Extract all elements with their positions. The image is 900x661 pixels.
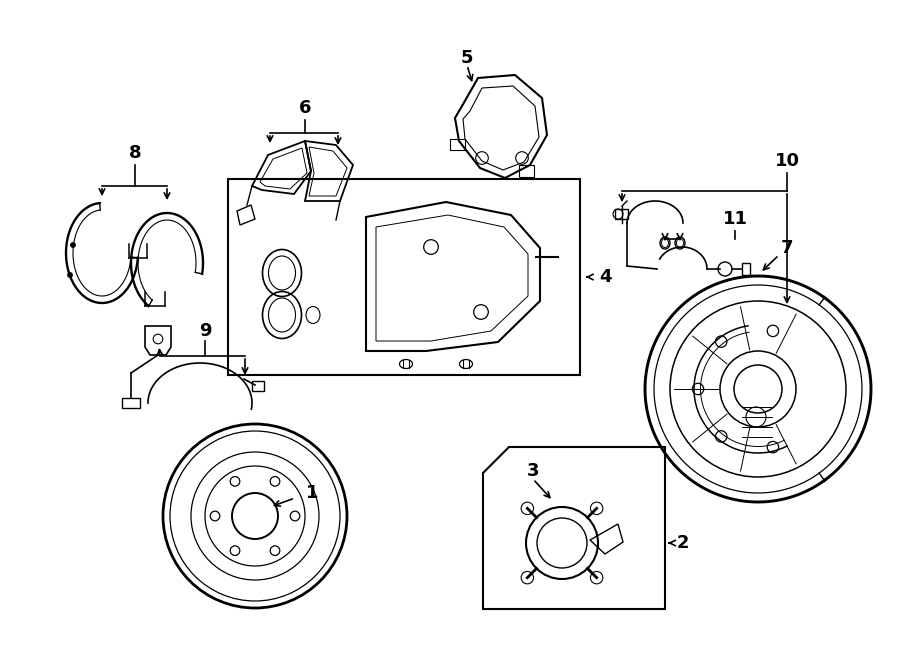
Text: 11: 11 [723,210,748,228]
Text: 2: 2 [677,534,689,552]
Text: 9: 9 [199,322,212,340]
Circle shape [68,273,72,277]
Text: 7: 7 [781,239,793,257]
Text: 5: 5 [461,49,473,67]
Circle shape [71,243,76,247]
Bar [449,139,464,149]
Text: 6: 6 [299,99,311,117]
Bar [228,179,580,375]
Text: 8: 8 [129,144,141,162]
Text: 3: 3 [526,462,539,480]
Text: 1: 1 [306,484,319,502]
Text: 10: 10 [775,152,799,170]
Bar [519,165,535,176]
Text: 4: 4 [598,268,611,286]
